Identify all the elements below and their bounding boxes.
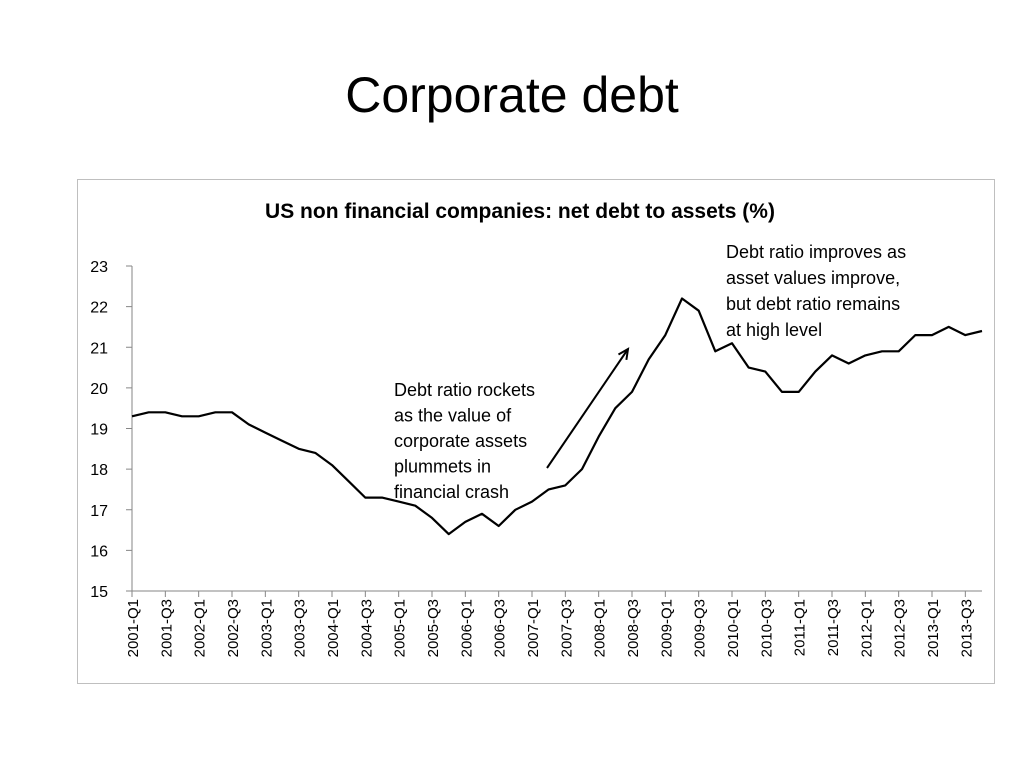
x-tick-label: 2002-Q3 xyxy=(225,599,242,657)
series-line xyxy=(131,297,983,536)
x-tick-label: 2013-Q3 xyxy=(958,599,975,657)
chart-frame xyxy=(77,179,995,684)
y-tick-label: 23 xyxy=(90,259,108,276)
x-tick-label: 2005-Q1 xyxy=(392,599,409,657)
x-tick-label: 2005-Q3 xyxy=(425,599,442,657)
x-tick-label: 2011-Q1 xyxy=(792,599,809,656)
chart-title: US non financial companies: net debt to … xyxy=(265,200,775,223)
y-tick-label: 15 xyxy=(90,584,108,601)
x-tick-label: 2008-Q3 xyxy=(625,599,642,657)
annotations: Debt ratio rockets as the value of corpora… xyxy=(394,242,906,502)
annotation-recovery: Debt ratio improves as asset values impro… xyxy=(726,242,906,340)
arrow-head xyxy=(617,347,630,361)
x-tick-label: 2001-Q3 xyxy=(158,599,175,657)
arrow-shaft xyxy=(546,348,629,469)
y-tick-label: 22 xyxy=(90,300,108,317)
x-tick-label: 2003-Q1 xyxy=(258,599,275,657)
x-tick-label: 2010-Q3 xyxy=(758,599,775,657)
x-tick-label: 2009-Q3 xyxy=(692,599,709,657)
x-tick-label: 2007-Q3 xyxy=(558,599,575,657)
x-tick-label: 2012-Q1 xyxy=(858,599,875,657)
annotation-line: Debt ratio improves as xyxy=(726,242,906,262)
y-tick-label: 20 xyxy=(90,381,108,398)
annotation-line: corporate assets xyxy=(394,431,527,451)
y-axis: 15 16 17 18 19 20 21 22 23 xyxy=(90,259,133,601)
y-tick-label: 19 xyxy=(90,422,108,439)
annotation-crash: Debt ratio rockets as the value of corpora… xyxy=(394,380,535,502)
x-tick-label: 2010-Q1 xyxy=(725,599,742,657)
x-tick-label: 2013-Q1 xyxy=(925,599,942,657)
annotation-line: Debt ratio rockets xyxy=(394,380,535,400)
annotation-line: asset values improve, xyxy=(726,268,900,288)
annotation-arrow xyxy=(546,347,630,469)
y-tick-label: 18 xyxy=(90,462,108,479)
x-tick-label: 2008-Q1 xyxy=(592,599,609,657)
x-tick-label: 2003-Q3 xyxy=(292,599,309,657)
x-tick-label: 2011-Q3 xyxy=(825,599,842,656)
x-tick-label: 2006-Q3 xyxy=(492,599,509,657)
annotation-line: financial crash xyxy=(394,482,509,502)
annotation-line: but debt ratio remains xyxy=(726,294,900,314)
y-tick-label: 21 xyxy=(90,340,108,357)
annotation-line: as the value of xyxy=(394,406,512,426)
y-tick-label: 16 xyxy=(90,543,108,560)
x-tick-label: 2002-Q1 xyxy=(192,599,209,657)
x-axis: 2001-Q1 2001-Q3 2002-Q1 2002-Q3 2003-Q1 2003-… xyxy=(125,590,982,657)
x-tick-label: 2009-Q1 xyxy=(658,599,675,657)
x-tick-label: 2007-Q1 xyxy=(525,599,542,657)
x-tick-label: 2004-Q1 xyxy=(325,599,342,657)
x-tick-label: 2001-Q1 xyxy=(125,599,142,657)
x-tick-label: 2012-Q3 xyxy=(892,599,909,657)
slide-title: Corporate debt xyxy=(345,67,679,123)
x-tick-label: 2004-Q3 xyxy=(358,599,375,657)
annotation-line: at high level xyxy=(726,320,822,340)
x-tick-label: 2006-Q1 xyxy=(458,599,475,657)
y-tick-label: 17 xyxy=(90,503,108,520)
annotation-line: plummets in xyxy=(394,457,491,477)
series xyxy=(131,297,983,536)
